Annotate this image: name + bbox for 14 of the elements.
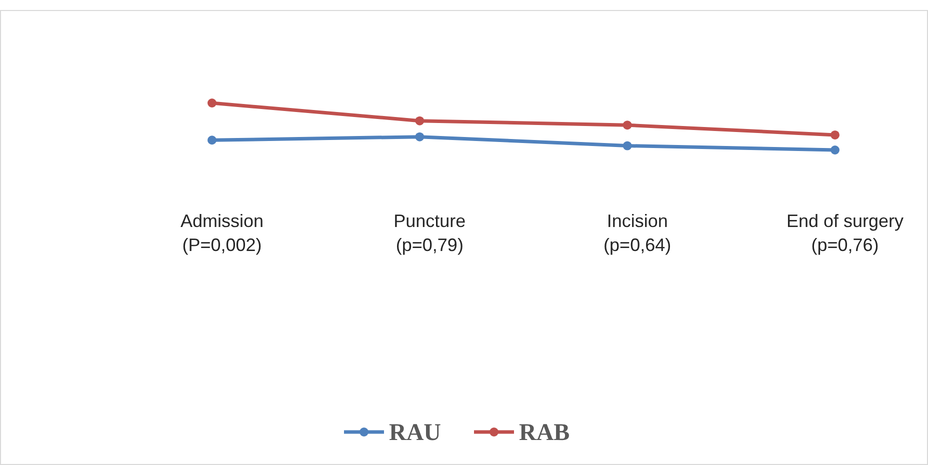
point	[208, 136, 216, 145]
point	[415, 116, 424, 126]
x-tick-label: End of surgery (p=0,76)	[786, 211, 904, 255]
point	[830, 130, 840, 140]
legend-label: RAU	[389, 420, 441, 446]
legend-label: RAB	[519, 420, 570, 446]
point	[208, 98, 216, 108]
point	[622, 141, 632, 150]
point	[830, 146, 840, 154]
point	[415, 132, 424, 142]
x-tick-label: Puncture (p=0,79)	[394, 211, 466, 255]
x-tick-label: Admission (P=0,002)	[180, 211, 264, 255]
x-tick-label: Incision (p=0,64)	[604, 211, 672, 255]
point	[622, 120, 632, 130]
